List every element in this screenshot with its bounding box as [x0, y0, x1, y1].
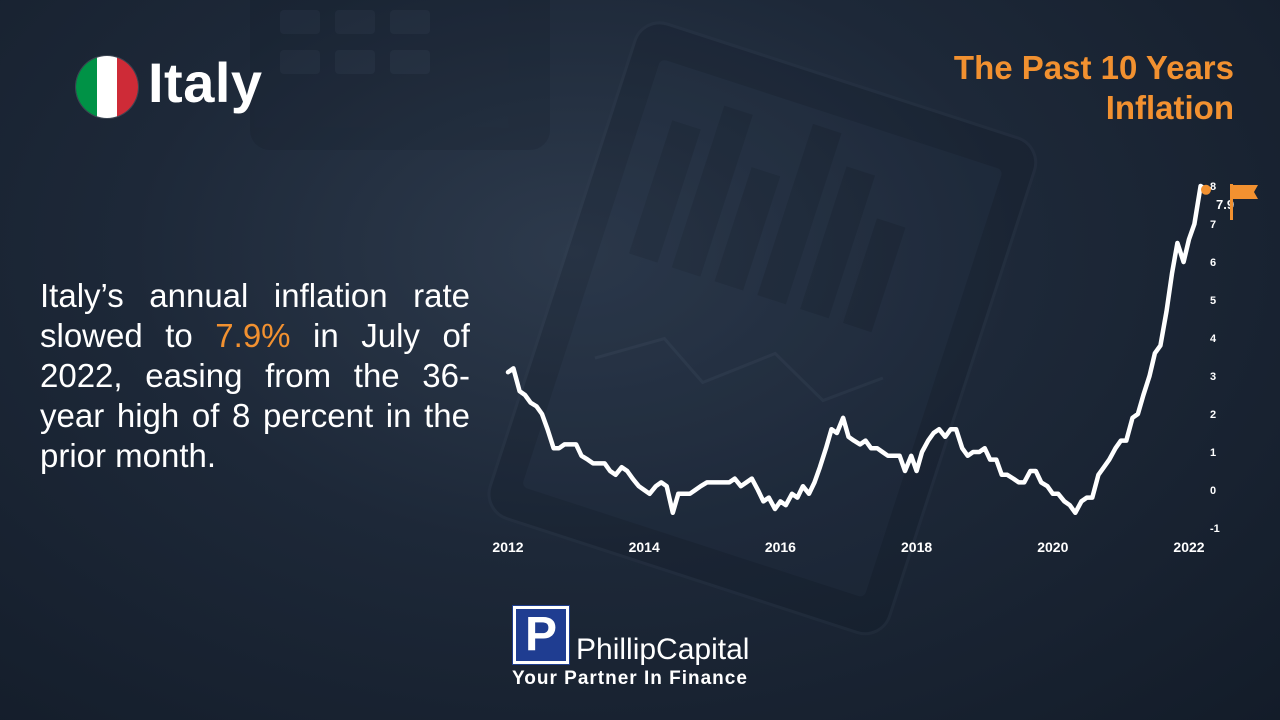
x-tick-label: 2012	[492, 539, 523, 555]
end-point-marker	[1201, 184, 1211, 195]
logo-mark-inner: P	[516, 609, 566, 661]
title-line-1: The Past 10 Years	[953, 49, 1234, 86]
description-highlight: 7.9%	[215, 317, 291, 354]
phillipcapital-logo: P PhillipCapital Your Partner In Finance	[510, 603, 772, 691]
end-point-group: 7.9	[1201, 184, 1234, 212]
inflation-series-line	[505, 183, 1209, 516]
country-name: Italy	[148, 51, 263, 114]
y-tick-label: 1	[1210, 447, 1216, 459]
flag-red-stripe	[117, 56, 138, 118]
description-before: Italy’s annual inflation rate slowed to	[40, 277, 470, 354]
page-title: The Past 10 Years Inflation	[954, 48, 1234, 128]
x-tick-label: 2018	[901, 539, 932, 555]
y-tick-label: 8	[1210, 181, 1216, 193]
brand-tagline: Your Partner In Finance	[512, 668, 748, 689]
description-after: in July of 2022, easing from the 36-year…	[40, 317, 470, 474]
brand-name: PhillipCapital	[576, 633, 750, 666]
y-tick-label: 3	[1210, 371, 1216, 383]
y-tick-label: 2	[1210, 409, 1216, 421]
flag-white-stripe	[96, 56, 118, 118]
x-tick-label: 2016	[765, 539, 796, 555]
logo-letter: P	[524, 608, 557, 661]
y-tick-label: 5	[1210, 295, 1216, 307]
x-axis-ticks: 2012 2014 2016 2018 2020 2022	[492, 539, 1204, 555]
end-value-label: 7.9	[1216, 197, 1234, 212]
y-tick-label: 7	[1210, 219, 1216, 231]
y-tick-label: 0	[1210, 485, 1216, 497]
x-tick-label: 2014	[629, 539, 660, 555]
y-tick-label: 6	[1210, 257, 1216, 269]
y-tick-label: -1	[1210, 523, 1220, 535]
x-tick-label: 2022	[1173, 539, 1204, 555]
flag-icon	[1230, 184, 1258, 220]
title-line-2: Inflation	[1105, 89, 1234, 126]
y-tick-label: 4	[1210, 333, 1217, 345]
logo-mark: P	[512, 605, 570, 665]
italy-flag-icon	[76, 56, 138, 118]
x-tick-label: 2020	[1037, 539, 1068, 555]
flag-green-stripe	[76, 56, 97, 118]
description-text: Italy’s annual inflation rate slowed to …	[40, 276, 470, 476]
y-axis-ticks: -1 0 1 2 3 4 5 6 7 8	[1210, 181, 1220, 535]
